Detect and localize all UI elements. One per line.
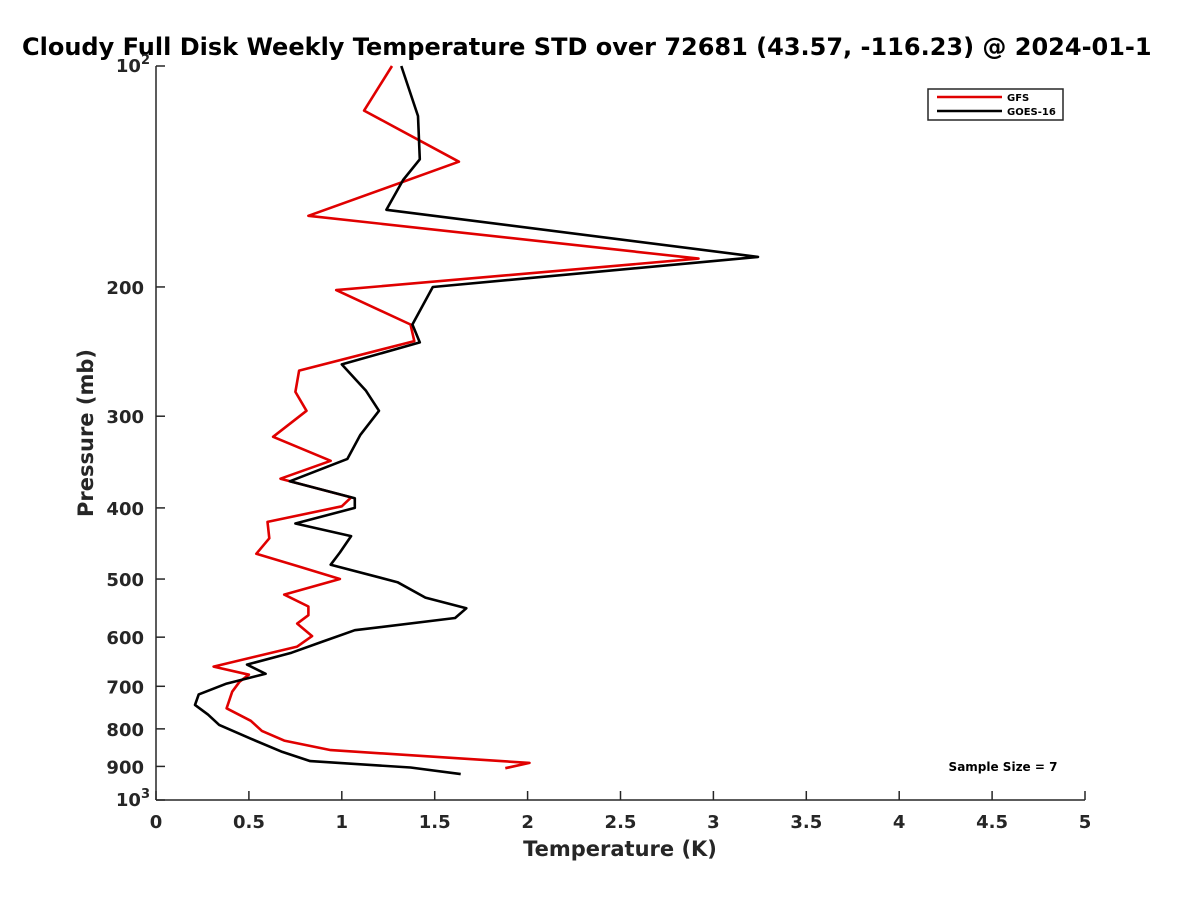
x-tick-label: 0.5 <box>233 812 265 833</box>
x-tick-label: 3 <box>707 812 720 833</box>
chart-title: Cloudy Full Disk Weekly Temperature STD … <box>22 33 1152 61</box>
axes: 0 0.5 1 1.5 2 2.5 3 3.5 4 4.5 5 102 200 300 400 500 600 7… <box>106 53 1091 833</box>
x-axis-label: Temperature (K) <box>523 837 717 861</box>
x-tick-label: 1.5 <box>419 812 451 833</box>
x-tick-label: 1 <box>336 812 349 833</box>
y-tick-label: 600 <box>106 628 144 649</box>
x-tick-label: 5 <box>1079 812 1092 833</box>
y-tick-label: 800 <box>106 720 144 741</box>
y-tick-label: 102 <box>116 53 150 77</box>
sample-size-annotation: Sample Size = 7 <box>949 760 1058 774</box>
y-tick-label: 300 <box>106 407 144 428</box>
y-tick-label: 500 <box>106 570 144 591</box>
y-tick-label: 103 <box>116 787 150 811</box>
legend-box <box>927 88 1064 121</box>
y-tick-label: 200 <box>106 278 144 299</box>
x-tick-label: 3.5 <box>790 812 822 833</box>
series-line-gfs <box>212 65 700 770</box>
y-tick-label: 700 <box>106 677 144 698</box>
legend-label-goes-16: GOES-16 <box>1007 107 1056 118</box>
legend-label-gfs: GFS <box>1007 93 1029 104</box>
x-tick-label: 4 <box>893 812 906 833</box>
x-tick-label: 0 <box>150 812 163 833</box>
x-tick-label: 2.5 <box>605 812 637 833</box>
x-tick-label: 2 <box>521 812 534 833</box>
y-axis-label: Pressure (mb) <box>74 349 98 517</box>
y-tick-label: 400 <box>106 499 144 520</box>
series-line-goes-16 <box>193 65 760 776</box>
x-tick-label: 4.5 <box>976 812 1008 833</box>
legend: GFS GOES-16 <box>927 88 1064 121</box>
y-tick-label: 900 <box>106 757 144 778</box>
series-layer <box>193 65 760 776</box>
